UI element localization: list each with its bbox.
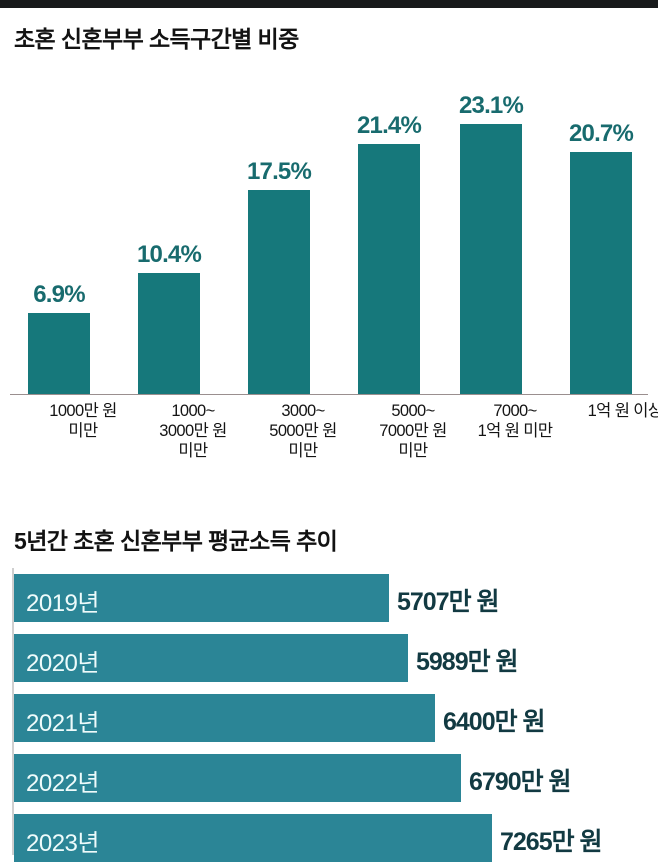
bar-value-label: 6400만 원 [443, 708, 546, 736]
chart1-plot-area: 6.9% 10.4% 17.5% 21.4% 23.1% 20.7% 1000만… [0, 55, 658, 460]
horizontal-bar[interactable] [14, 754, 461, 802]
column-value-label: 17.5% [246, 158, 312, 185]
chart2-y-axis-line [12, 568, 14, 855]
bar-value-label: 5989만 원 [416, 648, 519, 676]
column-group[interactable]: 10.4% [137, 241, 202, 394]
bar-row[interactable]: 2020년 5989만 원 [14, 634, 628, 682]
column-category-line: 미만 [288, 442, 318, 460]
bar-row[interactable]: 2023년 7265만 원 [14, 814, 658, 862]
column-value-label: 20.7% [568, 120, 634, 147]
bar-category-label: 2020년 [26, 650, 99, 677]
column-category-line: 3000만 원 [159, 422, 227, 440]
column-category-line: 5000만 원 [269, 422, 337, 440]
column-value-label: 10.4% [136, 241, 202, 268]
bar-value-label: 5707만 원 [397, 588, 500, 616]
bar-category-label: 2019년 [26, 590, 99, 617]
column-bar[interactable] [570, 152, 632, 394]
column-value-label: 23.1% [458, 92, 524, 119]
bar-row[interactable]: 2022년 6790만 원 [14, 754, 658, 802]
column-bar[interactable] [248, 190, 310, 394]
bar-category-label: 2023년 [26, 830, 99, 857]
column-bar[interactable] [138, 273, 200, 394]
top-border-strip [0, 0, 658, 8]
column-group[interactable]: 17.5% [247, 158, 312, 394]
column-category-line: 1000만 원 [49, 402, 117, 420]
chart2-title: 5년간 초혼 신혼부부 평균소득 추이 [14, 528, 338, 554]
chart1-title: 초혼 신혼부부 소득구간별 비중 [14, 26, 299, 52]
column-category-line: 1억 원 이상 [587, 402, 658, 420]
horizontal-bar[interactable] [14, 814, 492, 862]
column-group[interactable]: 21.4% [357, 112, 422, 394]
column-group[interactable]: 20.7% [569, 120, 634, 394]
horizontal-bar[interactable] [14, 634, 408, 682]
column-category-line: 7000만 원 [379, 422, 447, 440]
column-value-label: 6.9% [33, 281, 85, 308]
column-category-line: 미만 [68, 422, 98, 440]
column-category-line: 미만 [178, 442, 208, 460]
chart1-x-axis-line [10, 394, 648, 395]
bar-category-label: 2021년 [26, 710, 99, 737]
column-bar[interactable] [358, 144, 420, 394]
bar-row[interactable]: 2019년 5707만 원 [14, 574, 609, 622]
bar-category-label: 2022년 [26, 770, 99, 797]
column-category-line: 7000~ [493, 402, 537, 420]
bar-value-label: 7265만 원 [500, 828, 603, 856]
column-category-line: 미만 [398, 442, 428, 460]
horizontal-bar[interactable] [14, 574, 389, 622]
bar-value-label: 6790만 원 [469, 768, 572, 796]
column-group[interactable]: 23.1% [459, 92, 524, 394]
column-category-label: 7000~ 1억 원 미만 [460, 401, 570, 441]
bar-row[interactable]: 2021년 6400만 원 [14, 694, 655, 742]
average-income-trend-bar-chart: 2019년 5707만 원 2020년 5989만 원 2021년 6400만 … [0, 568, 658, 862]
column-category-line: 1억 원 미만 [477, 422, 553, 440]
income-bracket-column-chart: 6.9% 10.4% 17.5% 21.4% 23.1% 20.7% 1000만… [0, 55, 658, 475]
column-category-line: 1000~ [171, 402, 215, 420]
column-bar[interactable] [460, 124, 522, 394]
column-group[interactable]: 6.9% [28, 281, 90, 394]
horizontal-bar[interactable] [14, 694, 435, 742]
column-category-label: 1억 원 이상 [570, 401, 658, 421]
column-bar[interactable] [28, 313, 90, 394]
column-value-label: 21.4% [356, 112, 422, 139]
column-category-line: 3000~ [281, 402, 325, 420]
column-category-line: 5000~ [391, 402, 435, 420]
